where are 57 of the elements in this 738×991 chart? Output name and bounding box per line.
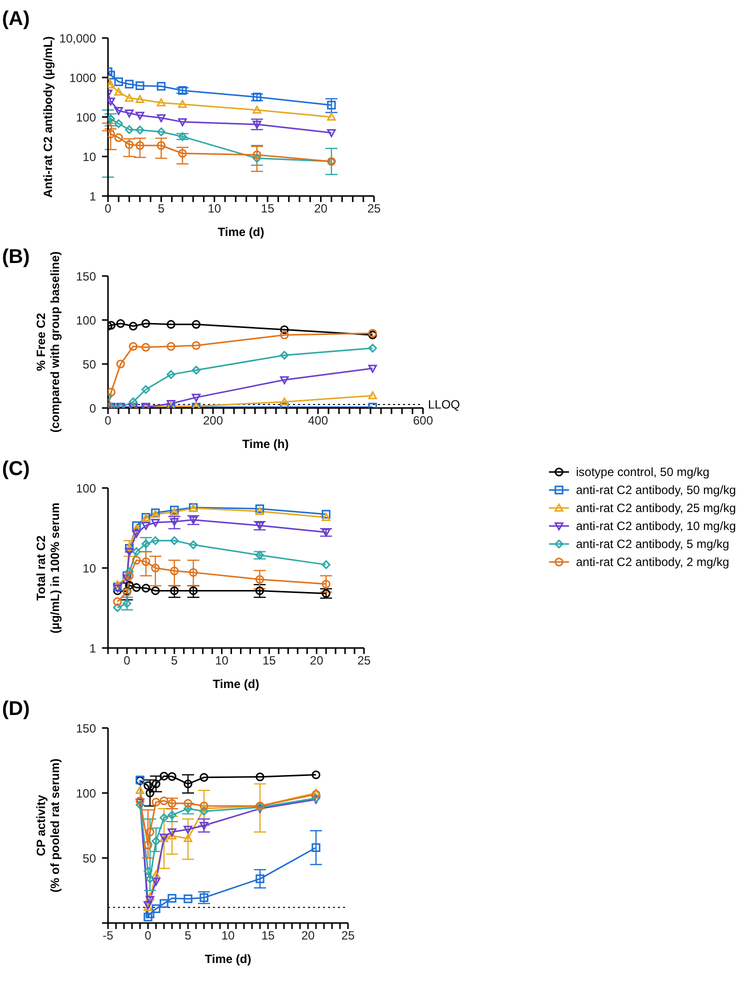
- legend-label: anti-rat C2 antibody, 2 mg/kg: [576, 555, 730, 569]
- x-tick-label: 0: [104, 202, 112, 216]
- x-tick-label: 25: [367, 202, 381, 216]
- x-tick-label: 25: [341, 928, 355, 943]
- y-tick-label: 1: [89, 641, 96, 656]
- y-tick-label: 100: [76, 786, 96, 800]
- x-tick-label: -5: [102, 928, 114, 943]
- y-tick-label: 10,000: [59, 31, 96, 46]
- x-tick-label: 10: [221, 928, 235, 943]
- y-tick-label: 50: [82, 851, 96, 866]
- x-axis-title: Time (d): [218, 225, 264, 239]
- x-tick-label: 15: [261, 928, 275, 943]
- x-axis-title: Time (h): [242, 437, 289, 451]
- y-tick-label: 0: [89, 401, 96, 416]
- x-tick-label: 20: [314, 202, 328, 216]
- y-tick-label: 100: [76, 313, 96, 328]
- x-tick-label: 200: [202, 414, 224, 428]
- y-tick-label: 50: [82, 357, 96, 372]
- x-tick-label: 0: [104, 414, 112, 428]
- ref-line-label: LLOQ: [428, 398, 460, 412]
- y-tick-label: 100: [76, 110, 96, 124]
- chart-title: (A): [2, 8, 30, 31]
- y-tick-label: 150: [76, 721, 96, 736]
- y-tick-label: 1000: [69, 70, 96, 85]
- y-tick-label: 150: [76, 269, 96, 284]
- y-axis-title: CP activity (% of pooled rat serum): [34, 758, 62, 893]
- chart-title: (B): [2, 246, 30, 269]
- x-tick-label: 0: [124, 654, 131, 668]
- y-axis-title: Anti-rat C2 antibody (µg/mL): [41, 36, 55, 198]
- legend-label: anti-rat C2 antibody, 50 mg/kg: [576, 483, 736, 497]
- x-tick-label: 0: [144, 928, 152, 943]
- legend-label: anti-rat C2 antibody, 5 mg/kg: [576, 537, 730, 551]
- legend-label: anti-rat C2 antibody, 25 mg/kg: [576, 501, 736, 515]
- x-tick-label: 5: [171, 654, 178, 668]
- x-tick-label: 600: [412, 414, 434, 428]
- y-axis-title: % Free C2 (compared with group baseline): [34, 251, 62, 433]
- chart-title: (D): [2, 698, 30, 721]
- x-tick-label: 10: [208, 202, 222, 216]
- x-tick-label: 5: [158, 202, 165, 216]
- y-tick-label: 1: [89, 189, 96, 204]
- legend-label: isotype control, 50 mg/kg: [576, 465, 710, 479]
- x-axis-title: Time (d): [212, 677, 260, 691]
- x-tick-label: 20: [301, 928, 315, 943]
- legend-label: anti-rat C2 antibody, 10 mg/kg: [576, 519, 736, 533]
- y-tick-label: 100: [76, 481, 96, 496]
- chart-title: (C): [2, 458, 30, 481]
- x-tick-label: 20: [310, 654, 324, 668]
- x-axis-title: Time (d): [204, 952, 252, 966]
- y-tick-label: 10: [82, 561, 96, 576]
- y-axis-title: Total rat C2 (µg/mL) in 100% serum: [34, 502, 62, 634]
- x-tick-label: 400: [308, 414, 328, 428]
- x-tick-label: 15: [260, 202, 275, 216]
- x-tick-label: 15: [262, 654, 276, 668]
- x-tick-label: 25: [357, 654, 371, 668]
- x-tick-label: 5: [184, 928, 192, 943]
- x-tick-label: 10: [215, 654, 229, 668]
- y-tick-label: 10: [82, 150, 96, 164]
